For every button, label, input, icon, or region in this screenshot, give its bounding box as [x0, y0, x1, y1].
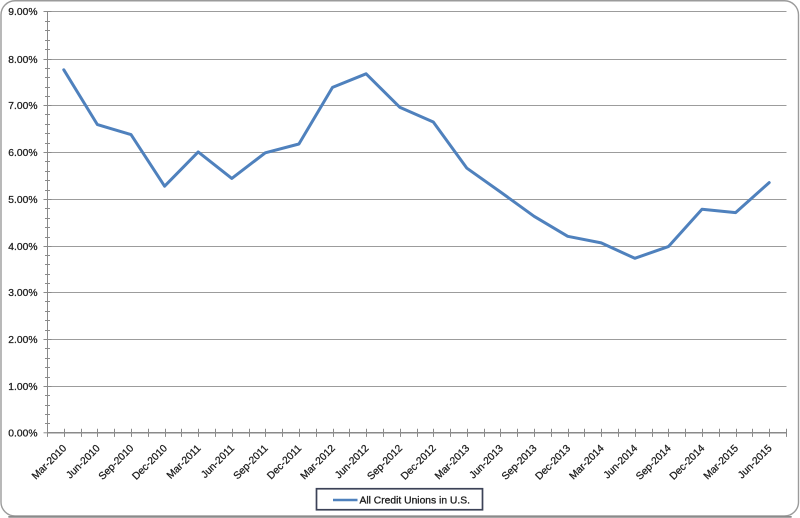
svg-text:5.00%: 5.00%: [8, 195, 37, 206]
svg-text:4.00%: 4.00%: [8, 242, 37, 253]
svg-text:3.00%: 3.00%: [8, 288, 37, 299]
svg-text:0.00%: 0.00%: [8, 429, 37, 440]
svg-text:6.00%: 6.00%: [8, 148, 37, 159]
svg-text:All Credit Unions in U.S.: All Credit Unions in U.S.: [360, 496, 470, 507]
svg-text:1.00%: 1.00%: [8, 382, 37, 393]
svg-text:9.00%: 9.00%: [8, 7, 37, 18]
svg-text:2.00%: 2.00%: [8, 335, 37, 346]
svg-text:8.00%: 8.00%: [8, 55, 37, 66]
svg-text:7.00%: 7.00%: [8, 101, 37, 112]
